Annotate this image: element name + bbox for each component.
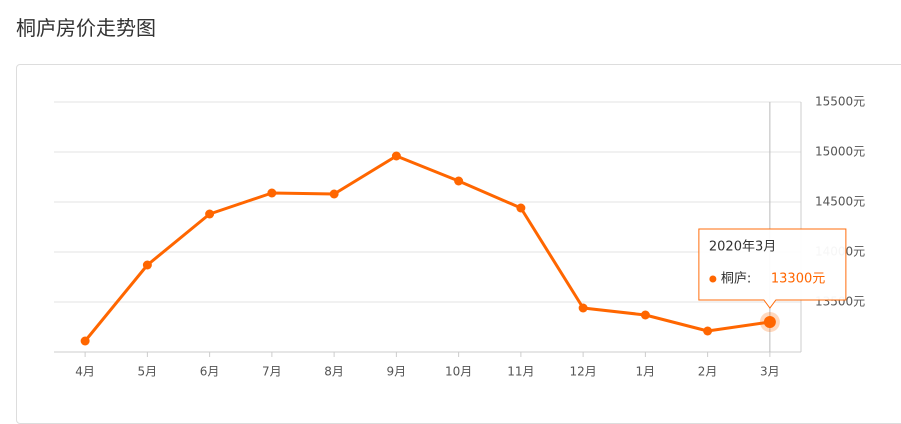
- x-tick-label: 1月: [636, 365, 656, 379]
- x-tick-label: 8月: [324, 365, 344, 379]
- x-tick-label: 12月: [569, 365, 596, 379]
- point: [205, 209, 215, 219]
- tooltip-value: 13300元: [771, 272, 825, 287]
- chart-title: 桐庐房价走势图: [16, 16, 156, 40]
- point: [578, 303, 588, 313]
- x-tick-label: 2月: [698, 365, 718, 379]
- point: [80, 336, 90, 346]
- point: [703, 326, 713, 336]
- point: [454, 176, 464, 186]
- point: [267, 188, 277, 198]
- tooltip-dot: [709, 275, 717, 283]
- page: {"chart_data": {"type": "line", "title":…: [16, 16, 901, 424]
- x-tick-label: 7月: [262, 365, 282, 379]
- x-tick-label: 5月: [138, 365, 158, 379]
- tooltip-box: [698, 228, 847, 309]
- x-tick-label: 3月: [760, 365, 780, 379]
- y-tick-label: 14500元: [815, 195, 865, 209]
- line: [83, 154, 771, 342]
- y-tick-label: 15000元: [815, 145, 865, 159]
- y-tick-label: 15500元: [815, 95, 865, 109]
- x-tick-label: 4月: [75, 365, 95, 379]
- x-tick-label: 11月: [507, 365, 534, 379]
- x-tick-label: 6月: [200, 365, 220, 379]
- tooltip-title: 2020年3月: [709, 240, 776, 255]
- point: [516, 203, 526, 213]
- x-tick-label: 10月: [445, 365, 472, 379]
- point: [640, 310, 650, 320]
- point: [329, 189, 339, 199]
- point: [142, 260, 152, 270]
- point: [391, 151, 401, 161]
- x-tick-label: 9月: [387, 365, 407, 379]
- chart: 13500元14000元14500元15000元15500元4月5月6月7月8月…: [54, 95, 865, 379]
- tooltip-series: 桐庐:: [721, 272, 751, 287]
- point: [763, 316, 776, 328]
